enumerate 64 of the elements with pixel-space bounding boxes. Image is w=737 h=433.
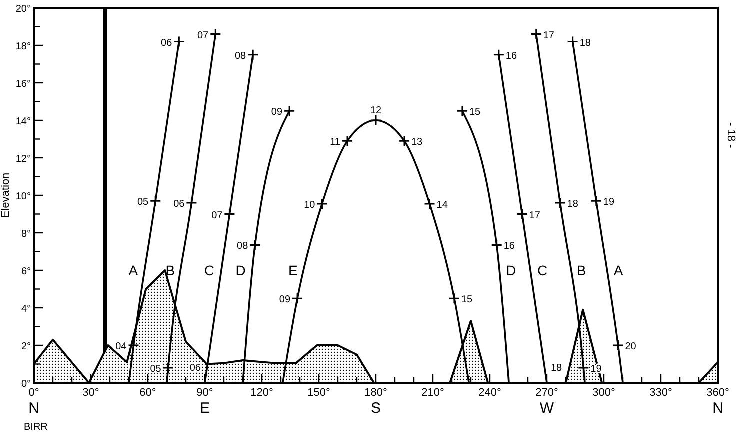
- annotation: 05: [150, 364, 162, 375]
- annotation: 17: [529, 210, 541, 222]
- annotation: 06: [174, 199, 186, 210]
- y-tick-label: 20°: [16, 4, 31, 15]
- text: BIRR: [24, 422, 48, 433]
- x-tick-label: 150°: [308, 387, 330, 399]
- text: A: [128, 262, 138, 278]
- annotation: 14: [436, 200, 448, 211]
- annotation: 18: [551, 363, 563, 374]
- y-tick-label: 4°: [21, 304, 31, 315]
- text: C: [538, 262, 548, 278]
- text: B: [576, 262, 586, 278]
- x-tick-label: 90° E: [196, 387, 214, 417]
- series-label: D: [236, 262, 246, 278]
- annotation: 09: [271, 107, 283, 118]
- annotation: 05: [137, 197, 150, 208]
- x-tick-label: 120°: [250, 387, 274, 399]
- annotation: 16: [504, 241, 516, 252]
- text: - 18 -: [725, 122, 737, 149]
- annotation: 09: [279, 294, 291, 306]
- annotation: 06: [161, 38, 173, 49]
- y-tick-label: 16°: [16, 79, 31, 90]
- annotation: 08: [234, 50, 247, 62]
- x-tick-label: 180° S: [364, 387, 388, 417]
- annotation: 13: [412, 137, 424, 148]
- annotation: 04: [116, 342, 128, 352]
- annotation: 07: [212, 210, 224, 222]
- annotation: 06: [190, 363, 202, 374]
- annotation: 18: [580, 38, 592, 49]
- x-tick-label: 300°: [592, 387, 616, 399]
- series-label: A: [614, 262, 624, 278]
- y-tick-label: 0°: [21, 379, 31, 390]
- y-tick-label: 18°: [16, 42, 31, 52]
- x-tick-label: 210°: [422, 387, 444, 399]
- annotation: 15: [469, 107, 482, 118]
- annotation: 07: [198, 30, 210, 42]
- x-tick-label: 0° N: [28, 387, 40, 417]
- annotation: 16: [506, 50, 518, 62]
- y-tick-label: 6°: [21, 266, 31, 278]
- annotation: 17: [543, 30, 555, 42]
- x-tick-label: 330°: [650, 387, 672, 399]
- series-label: C: [204, 262, 214, 278]
- y-tick-label: 2°: [21, 342, 31, 352]
- series-label: E: [288, 262, 298, 278]
- x-tick-label: 30°: [82, 387, 100, 399]
- annotation: 15: [461, 294, 474, 306]
- text: D: [506, 262, 516, 278]
- annotation: 11: [330, 137, 341, 148]
- x-tick-label: 270° W: [536, 387, 558, 417]
- annotation: 10: [304, 200, 316, 211]
- annotation: 18: [567, 199, 579, 210]
- annotation: 19: [603, 197, 615, 208]
- y-tick-label: 8°: [21, 229, 31, 240]
- annotation: 08: [237, 241, 249, 252]
- series-label: B: [166, 262, 176, 278]
- y-tick-label: 14°: [16, 116, 31, 128]
- annotation: 12: [370, 106, 382, 116]
- x-tick-label: 60°: [140, 387, 156, 399]
- y-axis-title: Elevation: [0, 172, 12, 218]
- x-tick-label: 240°: [478, 387, 502, 399]
- annotation: 20: [625, 342, 637, 352]
- y-tick-label: 12°: [16, 154, 31, 165]
- y-tick-label: 10°: [16, 192, 31, 202]
- x-tick-label: 360° N: [706, 387, 730, 417]
